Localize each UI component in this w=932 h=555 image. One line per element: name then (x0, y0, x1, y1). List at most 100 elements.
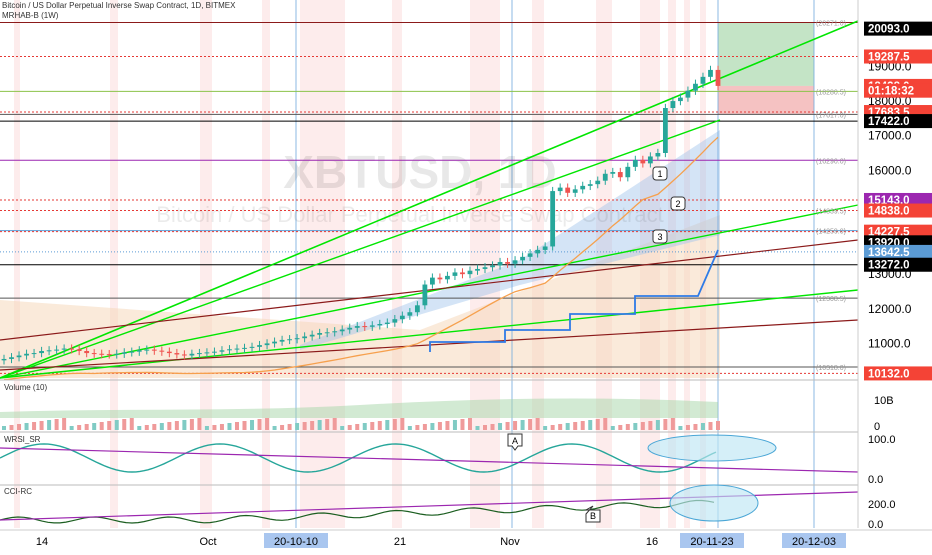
level-label: (12308.5) (816, 296, 846, 303)
volume-bar (242, 421, 247, 430)
candle (512, 260, 518, 264)
callout-box (652, 166, 668, 181)
session-band (200, 0, 212, 528)
candle (640, 159, 646, 164)
level-label: (17617.0) (816, 112, 846, 119)
wrsi-line (0, 443, 717, 473)
candle (392, 319, 398, 323)
volume-bar (69, 426, 74, 430)
volume-bar (498, 423, 503, 430)
time-flag (264, 533, 328, 548)
candle (422, 284, 428, 306)
candle (31, 353, 37, 355)
session-band (14, 0, 20, 528)
candle (497, 262, 503, 266)
candle (407, 312, 413, 316)
price-flag (864, 244, 932, 259)
candle (557, 187, 563, 192)
price-flag (864, 114, 932, 129)
candle (678, 97, 683, 102)
candle (166, 351, 172, 354)
volume-bar (467, 418, 472, 430)
wrsi-tick: 0.0 (868, 474, 883, 486)
session-band (300, 0, 345, 528)
volume-bar (550, 425, 555, 430)
volume-bar (483, 425, 488, 430)
candle (197, 353, 202, 355)
volume-bar (84, 424, 89, 430)
candle (362, 326, 368, 328)
volume-bar (655, 420, 660, 430)
candle (602, 173, 608, 181)
price-flag-label: 20093.0 (868, 24, 910, 36)
volume-bar (24, 423, 29, 430)
candle (460, 272, 465, 275)
price-tick: 11000.0 (868, 336, 911, 350)
candle (242, 347, 247, 349)
price-tick: 12000.0 (868, 302, 912, 316)
trend-line (0, 119, 721, 379)
time-flag (782, 533, 846, 548)
candle (324, 332, 330, 334)
candle (234, 348, 240, 350)
volume-bar (663, 419, 668, 430)
callout-box (652, 229, 668, 244)
candle (9, 357, 14, 359)
volume-bar (129, 418, 134, 430)
candle (670, 101, 676, 108)
time-tick: Oct (199, 536, 216, 548)
volume-bar (693, 424, 698, 430)
volume-bar (355, 424, 360, 430)
volume-bar (17, 424, 22, 430)
cci-tick: 200.0 (868, 499, 896, 511)
volume-bar (39, 421, 44, 430)
candle (24, 353, 29, 356)
candle (693, 83, 698, 91)
wrsi-highlight (647, 434, 777, 462)
candle (144, 349, 150, 351)
candle (99, 353, 105, 355)
trend-line (0, 204, 859, 379)
candle (174, 353, 180, 355)
candle (294, 338, 300, 340)
session-band (262, 0, 270, 528)
volume-bar (332, 418, 337, 430)
volume-bar (558, 424, 563, 430)
candle (399, 315, 405, 320)
volume-bar (280, 425, 285, 430)
level-label: (14259.0) (816, 229, 846, 236)
long-target-zone (718, 22, 814, 86)
stop-loss-zone (718, 85, 814, 115)
volume-bar (543, 426, 548, 430)
candle (685, 90, 691, 98)
moving-average-line (3, 136, 719, 381)
volume-bar (407, 426, 412, 430)
volume-bar (437, 422, 442, 430)
volume-bar (445, 421, 450, 430)
price-flag (864, 21, 932, 36)
price-flag (864, 83, 932, 98)
volume-bar (295, 423, 300, 430)
time-flag (680, 533, 744, 548)
cci-line (0, 499, 715, 524)
time-tick: 21 (394, 536, 406, 548)
candle (437, 277, 443, 280)
volume-bar (700, 423, 705, 430)
candle (114, 353, 120, 355)
volume-bar (513, 421, 518, 430)
volume-tick: 0 (874, 421, 880, 433)
candle (632, 159, 638, 167)
volume-bar (32, 422, 37, 430)
volume-bar (535, 418, 540, 430)
volume-bar (528, 419, 533, 430)
candle (452, 272, 458, 276)
callout-label: 2 (675, 199, 680, 209)
candle (264, 343, 270, 346)
volume-bar (347, 425, 352, 430)
candle (212, 351, 217, 353)
volume-bar (362, 423, 367, 430)
volume-bar (708, 422, 713, 430)
candle (647, 156, 653, 164)
